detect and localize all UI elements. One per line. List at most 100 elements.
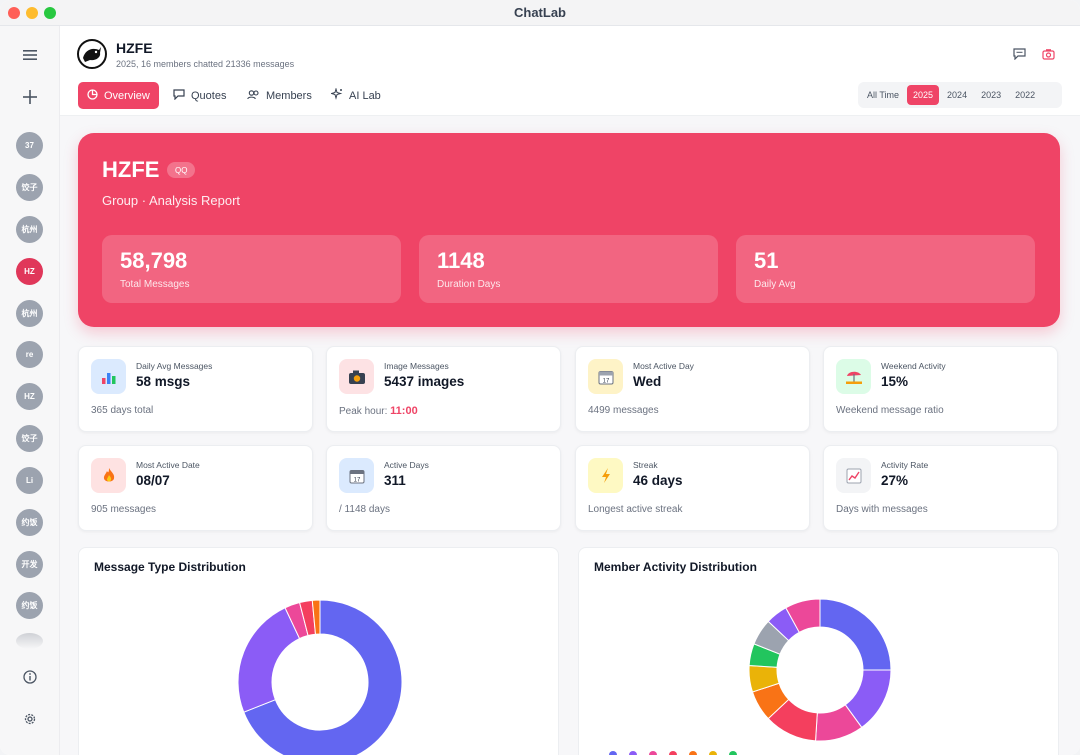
year-2025[interactable]: 2025	[907, 85, 940, 105]
stat-value: 58,798	[120, 248, 188, 273]
donut-slice[interactable]	[785, 598, 821, 633]
tab-overview[interactable]: Overview	[78, 82, 159, 109]
card-active-days: 17 Active Days 311 / 1148 days	[326, 445, 561, 531]
minimize-window-button[interactable]	[26, 7, 38, 19]
camera-icon[interactable]	[1040, 46, 1056, 62]
platform-badge: QQ	[167, 162, 196, 178]
hero-subtitle: Group · Analysis Report	[102, 193, 241, 208]
card-footnote: 4499 messages	[588, 405, 659, 416]
legend-item[interactable]	[629, 751, 637, 755]
settings-gear-icon[interactable]	[16, 705, 44, 733]
info-icon[interactable]	[16, 663, 44, 691]
message-type-donut-chart	[237, 599, 403, 755]
peak-hour-value: 11:00	[390, 405, 418, 417]
message-type-panel: Message Type Distribution	[78, 547, 559, 755]
sidebar-avatar[interactable]: 杭州	[16, 216, 43, 243]
add-icon[interactable]	[16, 83, 44, 111]
zoom-window-button[interactable]	[44, 7, 56, 19]
stat-daily-avg: 51 Daily Avg	[736, 235, 1035, 303]
close-window-button[interactable]	[8, 7, 20, 19]
group-header: HZFE 2025, 16 members chatted 21336 mess…	[60, 26, 1080, 116]
tab-label: Overview	[104, 89, 150, 102]
chat-bubble-icon[interactable]	[1011, 46, 1027, 62]
overview-icon	[87, 88, 98, 103]
donut-slice[interactable]	[819, 598, 892, 671]
card-value: 27%	[881, 473, 909, 488]
tab-quotes[interactable]: Quotes	[164, 82, 235, 109]
card-weekend-activity: Weekend Activity 15% Weekend message rat…	[823, 346, 1058, 432]
fire-icon	[91, 458, 126, 493]
sidebar-avatar-active[interactable]: HZ	[16, 258, 43, 285]
legend-item[interactable]	[689, 751, 697, 755]
card-label: Activity Rate	[881, 460, 929, 470]
card-label: Image Messages	[384, 361, 449, 371]
sidebar-avatar[interactable]: 开发	[16, 551, 43, 578]
card-footnote: Weekend message ratio	[836, 405, 944, 416]
stat-value: 1148	[437, 248, 485, 273]
card-activity-rate: Activity Rate 27% Days with messages	[823, 445, 1058, 531]
year-2022[interactable]: 2022	[1015, 90, 1036, 100]
legend-item[interactable]	[649, 751, 657, 755]
card-footnote: 905 messages	[91, 504, 157, 515]
panel-title: Member Activity Distribution	[594, 560, 757, 574]
member-activity-donut-chart	[748, 598, 892, 742]
sidebar-avatar[interactable]: re	[16, 341, 43, 368]
legend-item[interactable]	[709, 751, 717, 755]
sidebar-avatar[interactable]: 约饭	[16, 592, 43, 619]
card-most-active-day: 17 Most Active Day Wed 4499 messages	[575, 346, 810, 432]
legend-item[interactable]	[669, 751, 677, 755]
sidebar-avatar[interactable]: 杭州	[16, 300, 43, 327]
year-all-time[interactable]: All Time	[867, 90, 900, 100]
peak-hour-label: Peak hour:	[339, 406, 391, 417]
card-footnote: Longest active streak	[588, 504, 683, 515]
member-activity-panel: Member Activity Distribution	[578, 547, 1059, 755]
year-2024[interactable]: 2024	[947, 90, 968, 100]
legend-item[interactable]	[609, 751, 617, 755]
year-filter: All Time 2025 2024 2023 2022	[858, 82, 1062, 108]
title-bar: ChatLab	[0, 0, 1080, 26]
card-footnote: Days with messages	[836, 504, 928, 515]
beach-icon	[836, 359, 871, 394]
date-icon: 17	[339, 458, 374, 493]
tab-ai-lab[interactable]: AI Lab	[322, 82, 390, 109]
camera-icon	[339, 359, 374, 394]
sidebar: 37 饺子 杭州 HZ 杭州 re HZ 饺子 Li 约饭 开发 约饭	[0, 26, 60, 755]
tab-members[interactable]: Members	[238, 82, 321, 109]
card-label: Active Days	[384, 460, 429, 470]
sidebar-avatar[interactable]: Li	[16, 467, 43, 494]
svg-text:17: 17	[602, 378, 609, 384]
donut-slice[interactable]	[311, 599, 321, 635]
sparkle-icon	[329, 87, 343, 103]
tab-label: Members	[266, 89, 312, 102]
stat-value: 51	[754, 248, 779, 273]
chart-legend	[609, 751, 737, 755]
card-label: Daily Avg Messages	[136, 361, 213, 371]
stat-label: Total Messages	[120, 279, 190, 290]
report-hero: HZFE QQ Group · Analysis Report 58,798 T…	[78, 133, 1060, 327]
menu-icon[interactable]	[16, 41, 44, 69]
svg-text:17: 17	[353, 477, 360, 483]
card-footnote: Peak hour: 11:00	[339, 405, 418, 417]
stat-label: Daily Avg	[754, 279, 796, 290]
panel-title: Message Type Distribution	[94, 560, 246, 574]
card-daily-avg-messages: Daily Avg Messages 58 msgs 365 days tota…	[78, 346, 313, 432]
donut-slice[interactable]	[237, 607, 301, 713]
card-value: 08/07	[136, 473, 170, 488]
sidebar-avatar[interactable]: 约饭	[16, 509, 43, 536]
sidebar-avatar[interactable]: HZ	[16, 383, 43, 410]
legend-item[interactable]	[729, 751, 737, 755]
card-value: 58 msgs	[136, 374, 191, 389]
app-title: ChatLab	[514, 5, 566, 20]
sidebar-avatar[interactable]: 37	[16, 132, 43, 159]
year-2023[interactable]: 2023	[981, 90, 1002, 100]
trend-icon	[836, 458, 871, 493]
donut-slice[interactable]	[243, 599, 403, 755]
tab-label: AI Lab	[349, 89, 381, 102]
stat-label: Duration Days	[437, 279, 501, 290]
sidebar-avatar[interactable]: 饺子	[16, 174, 43, 201]
tab-label: Quotes	[191, 89, 227, 102]
card-value: 5437 images	[384, 374, 465, 389]
sidebar-avatar[interactable]: 饺子	[16, 425, 43, 452]
group-name: HZFE	[116, 40, 153, 56]
